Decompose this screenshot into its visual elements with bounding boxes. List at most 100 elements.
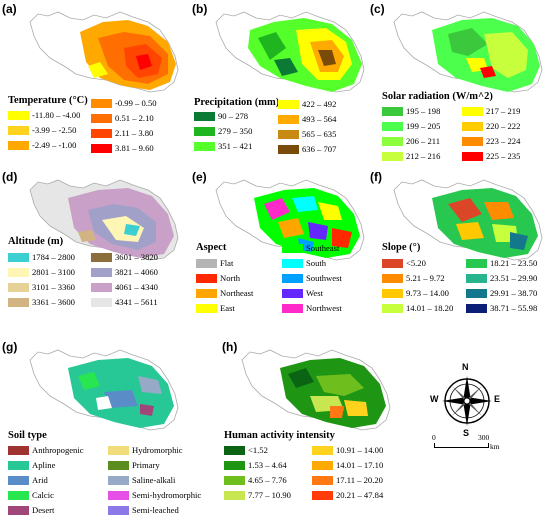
altitude-map <box>29 179 179 261</box>
legend-swatch <box>8 506 29 515</box>
legend-title: Altitude (m) <box>8 236 64 247</box>
legend-swatch <box>278 100 299 109</box>
aspect-map <box>215 179 365 261</box>
legend-swatch <box>91 253 112 262</box>
legend-swatch <box>282 289 303 298</box>
precipitation-map <box>215 11 365 93</box>
temperature-map <box>29 11 179 93</box>
panel-e: (e) Aspect Flat North Northeast East Sou… <box>190 168 375 336</box>
legend-swatch <box>91 114 112 123</box>
panel-label: (d) <box>2 170 18 184</box>
legend-swatch <box>224 446 245 455</box>
legend-swatch <box>108 491 129 500</box>
human-activity-map <box>241 349 391 431</box>
scale-line <box>434 447 488 448</box>
legend-swatch <box>382 289 403 298</box>
legend-swatch <box>224 461 245 470</box>
slope-map <box>393 179 543 261</box>
scale-unit-label: km <box>490 442 500 451</box>
legend-swatch <box>466 304 487 313</box>
panel-d: (d) Altitude (m) 1784 – 2800 2801 – 3100… <box>0 168 185 336</box>
panel-c: (c) Solar radiation (W/m^2) 195 – 198 19… <box>368 0 550 170</box>
legend-swatch <box>8 461 29 470</box>
legend-swatch <box>91 298 112 307</box>
panel-b: (b) Precipitation (mm) 90 – 278 279 – 35… <box>190 0 375 170</box>
scale-end-label: 300 <box>478 433 490 442</box>
legend-swatch <box>8 126 29 135</box>
legend-swatch <box>462 137 483 146</box>
legend-swatch <box>196 289 217 298</box>
legend-title: Slope (°) <box>382 242 421 253</box>
legend-swatch <box>466 259 487 268</box>
legend-swatch <box>91 129 112 138</box>
legend-swatch <box>108 476 129 485</box>
legend-swatch <box>462 122 483 131</box>
panel-h: (h) Human activity intensity <1.52 1.53 … <box>222 340 412 520</box>
legend-swatch <box>194 142 215 151</box>
legend-swatch <box>224 491 245 500</box>
legend-swatch <box>278 130 299 139</box>
scale-tick-left <box>434 443 435 448</box>
compass-east-label: E <box>494 394 501 404</box>
legend-swatch <box>8 446 29 455</box>
legend-title: Temperature (°C) <box>8 95 88 106</box>
panel-g: (g) Soil type Anthropogenic Apline Arid … <box>2 340 202 515</box>
legend-swatch <box>382 152 403 161</box>
legend-swatch <box>8 141 29 150</box>
scale-bar: 0 300 km <box>432 433 512 463</box>
legend-swatch <box>282 304 303 313</box>
scale-tick-right <box>488 443 489 448</box>
legend-swatch <box>91 268 112 277</box>
legend-swatch <box>196 259 217 268</box>
legend-swatch <box>312 476 333 485</box>
compass-south-label: S <box>463 428 470 438</box>
panel-label: (b) <box>192 2 208 16</box>
legend-swatch <box>194 127 215 136</box>
legend-swatch <box>8 253 29 262</box>
legend-swatch <box>466 289 487 298</box>
legend-title: Soil type <box>8 430 47 441</box>
legend-swatch <box>8 268 29 277</box>
legend-swatch <box>224 476 245 485</box>
legend-title: Solar radiation (W/m^2) <box>382 91 493 102</box>
legend-swatch <box>462 107 483 116</box>
panel-label: (h) <box>222 340 238 354</box>
legend-swatch <box>8 283 29 292</box>
legend-swatch <box>466 274 487 283</box>
legend-swatch <box>278 115 299 124</box>
compass: N S W E <box>428 362 504 440</box>
legend-swatch <box>194 112 215 121</box>
legend-swatch <box>312 446 333 455</box>
panel-label: (e) <box>192 170 207 184</box>
legend-swatch <box>108 446 129 455</box>
solar-radiation-map <box>393 11 543 93</box>
legend-title: Aspect <box>196 242 227 253</box>
legend-swatch <box>196 274 217 283</box>
scale-start-label: 0 <box>432 433 436 442</box>
legend-title: Human activity intensity <box>224 430 335 441</box>
legend-swatch <box>8 111 29 120</box>
legend-swatch <box>196 304 217 313</box>
legend-swatch <box>282 259 303 268</box>
panel-a: (a) Temperature (°C) -11.80 – -4.00 -3.9… <box>0 0 185 170</box>
legend-swatch <box>282 274 303 283</box>
legend-swatch <box>278 145 299 154</box>
legend-swatch <box>312 491 333 500</box>
legend-swatch <box>382 304 403 313</box>
legend-swatch <box>8 298 29 307</box>
soil-type-map <box>29 349 179 431</box>
legend-swatch <box>462 152 483 161</box>
compass-west-label: W <box>430 394 439 404</box>
legend-swatch <box>382 122 403 131</box>
legend-swatch <box>8 491 29 500</box>
compass-north-label: N <box>462 362 469 372</box>
legend-swatch <box>91 144 112 153</box>
legend-swatch <box>382 274 403 283</box>
panel-f: (f) Slope (°) <5.20 5.21 – 9.72 9.73 – 1… <box>368 168 550 336</box>
legend-swatch <box>382 137 403 146</box>
panel-label: (f) <box>370 170 382 184</box>
legend-swatch <box>108 506 129 515</box>
legend-swatch <box>8 476 29 485</box>
legend-swatch <box>91 283 112 292</box>
legend-swatch <box>91 99 112 108</box>
